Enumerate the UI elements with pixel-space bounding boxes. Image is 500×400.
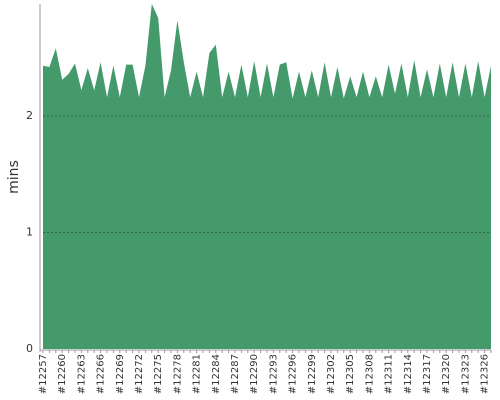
y-tick-label: 0 <box>26 342 33 355</box>
x-tick-label: #12272 <box>134 354 145 394</box>
x-tick-label: #12323 <box>460 354 471 394</box>
x-tick-label: #12284 <box>211 354 222 394</box>
x-tick-label: #12296 <box>288 354 299 394</box>
x-tick-label: #12311 <box>384 354 395 394</box>
x-tick-label: #12287 <box>230 354 241 394</box>
x-tick-label: #12320 <box>441 354 452 394</box>
x-tick-label: #12290 <box>249 354 260 394</box>
y-tick-label: 2 <box>26 109 33 122</box>
x-tick-label: #12260 <box>57 354 68 394</box>
x-tick-label: #12299 <box>307 354 318 394</box>
x-tick-label: #12308 <box>364 354 375 394</box>
x-tick-label: #12266 <box>96 354 107 394</box>
y-tick-label: 1 <box>26 225 33 238</box>
x-tick-label: #12305 <box>345 354 356 394</box>
x-tick-label: #12302 <box>326 354 337 394</box>
x-tick-label: #12326 <box>480 354 491 394</box>
area <box>43 4 491 349</box>
x-tick-label: #12281 <box>192 354 203 394</box>
x-tick-label: #12278 <box>172 354 183 394</box>
x-tick-label: #12317 <box>422 354 433 394</box>
x-tick-label: #12257 <box>38 354 49 394</box>
x-tick-label: #12275 <box>153 354 164 394</box>
x-tick-label: #12293 <box>268 354 279 394</box>
x-tick-label: #12263 <box>76 354 87 394</box>
x-tick-label: #12269 <box>115 354 126 394</box>
x-tick-label: #12314 <box>403 354 414 394</box>
y-axis-label: mins <box>6 160 22 194</box>
